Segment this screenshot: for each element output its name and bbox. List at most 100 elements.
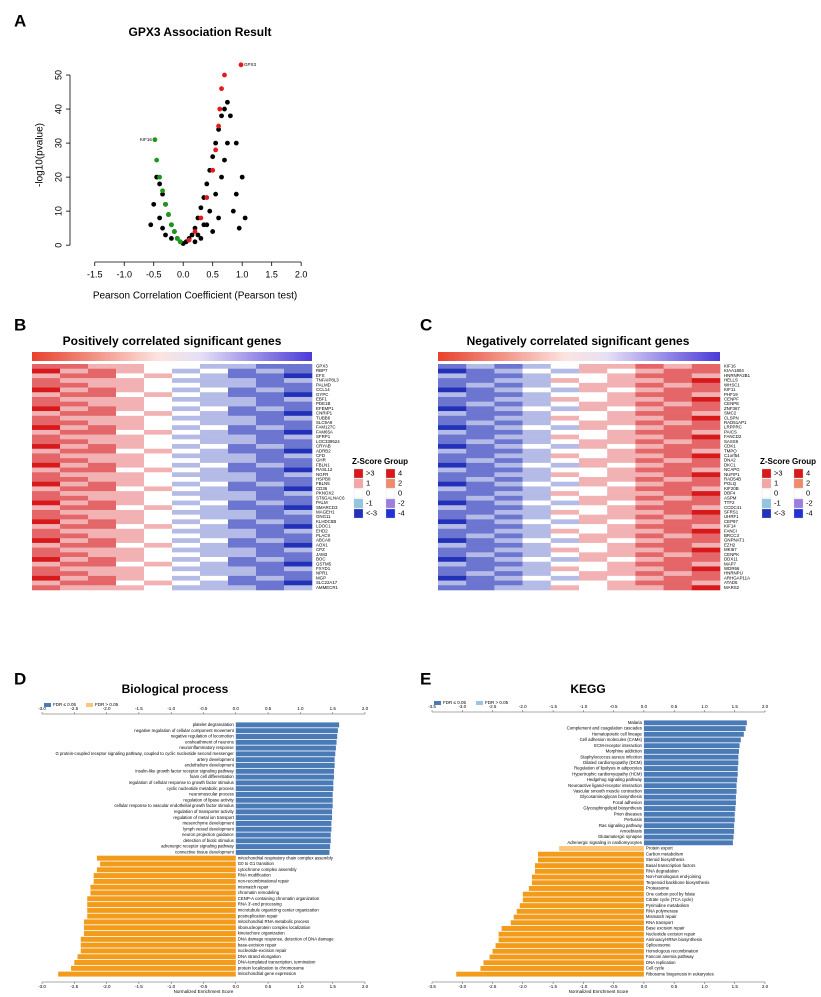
heat-cell [60, 495, 89, 501]
heat-cell [635, 566, 664, 572]
heat-cell [522, 580, 552, 586]
heat-cell [144, 434, 173, 440]
heat-cell [284, 585, 313, 591]
heat-cell [228, 491, 257, 497]
point [157, 215, 163, 221]
bar-label: DNA strand elongation [238, 954, 282, 959]
heat-cell [200, 524, 229, 530]
x-tick-label: 2.0 [762, 984, 769, 989]
heat-cell [200, 528, 229, 534]
heat-cell [494, 514, 523, 520]
heat-cell [438, 444, 467, 450]
heat-cell [550, 500, 580, 506]
heat-cell [284, 495, 313, 501]
heat-cell [200, 575, 229, 581]
heat-cell [200, 453, 229, 459]
gene-label: GSTM5 [316, 561, 332, 566]
heat-cell [200, 547, 229, 553]
gene-label: KLHDC8B [316, 519, 336, 524]
gene-label: EFEMP1 [316, 406, 334, 411]
heat-cell [691, 505, 721, 511]
heat-cell [607, 444, 636, 450]
heat-cell [635, 505, 664, 511]
heat-cell [663, 448, 693, 454]
heat-cell [691, 571, 721, 577]
heat-cell [32, 458, 61, 464]
heat-cell [466, 552, 495, 558]
heat-cell [172, 486, 201, 492]
point [195, 232, 201, 238]
heat-cell [200, 519, 229, 525]
heat-cell [116, 444, 145, 450]
panel-letter: D [14, 669, 26, 688]
heat-cell [256, 585, 285, 591]
bar-label: cytochrome complex assembly [238, 867, 298, 872]
heat-cell [550, 396, 580, 402]
heat-cell [663, 547, 693, 553]
heat-cell [172, 458, 201, 464]
heat-cell [466, 467, 495, 473]
bar [643, 806, 736, 811]
heat-cell [200, 382, 229, 388]
heat-cell [172, 392, 201, 398]
heat-cell [256, 364, 285, 370]
heat-cell [284, 514, 313, 520]
heat-cell [228, 453, 257, 459]
heat-cell [200, 472, 229, 478]
heat-cell [522, 387, 552, 393]
heat-cell [200, 571, 229, 577]
heat-cell [607, 448, 636, 454]
heat-cell [579, 486, 608, 492]
point [154, 157, 160, 163]
heat-cell [116, 472, 145, 478]
heat-cell [438, 364, 467, 370]
heat-cell [550, 382, 580, 388]
bar-label: insulin-like growth factor receptor sign… [135, 768, 234, 773]
heat-cell [607, 453, 636, 459]
heat-cell [663, 472, 693, 478]
heat-cell [88, 368, 117, 374]
heat-cell [635, 533, 664, 539]
heat-cell [284, 533, 313, 539]
heat-cell [172, 401, 201, 407]
heat-cell [172, 373, 201, 379]
bar [643, 794, 736, 800]
heat-cell [60, 415, 89, 421]
heat-cell [88, 571, 117, 577]
gene-label: WDR66 [724, 566, 740, 571]
heat-cell [88, 434, 117, 440]
heat-cell [691, 561, 721, 567]
heat-cell [579, 364, 608, 370]
heat-cell [550, 392, 580, 398]
heat-cell [32, 467, 61, 473]
heat-cell [550, 434, 580, 440]
x-tick-label: -2.5 [70, 984, 78, 989]
gene-label: CPZ [316, 547, 325, 552]
heat-cell [494, 524, 523, 530]
bar [643, 771, 738, 777]
heat-cell [284, 500, 313, 506]
point [227, 113, 233, 119]
heat-cell [60, 458, 89, 464]
bar-label: Hypertrophic cardiomyopathy (HCM) [572, 771, 642, 776]
heat-cell [32, 524, 61, 530]
bar-label: Proteasome [646, 886, 670, 891]
heat-cell [116, 575, 145, 581]
heat-cell [172, 533, 201, 539]
heat-cell [550, 462, 580, 468]
x-tick-label: -1.0 [579, 984, 587, 989]
x-tick-label: -0.5 [610, 984, 618, 989]
point [210, 167, 216, 173]
heat-cell [438, 472, 467, 478]
heat-cell [200, 557, 229, 563]
heat-cell [494, 453, 523, 459]
heat-cell [228, 500, 257, 506]
heat-cell [172, 505, 201, 511]
heat-cell [635, 458, 664, 464]
bar-label: mismatch repair [238, 884, 269, 889]
bar-label: RNA 3'-end processing [238, 902, 282, 907]
heat-cell [60, 566, 89, 572]
heat-cell [88, 491, 117, 497]
heat-cell [200, 542, 229, 548]
